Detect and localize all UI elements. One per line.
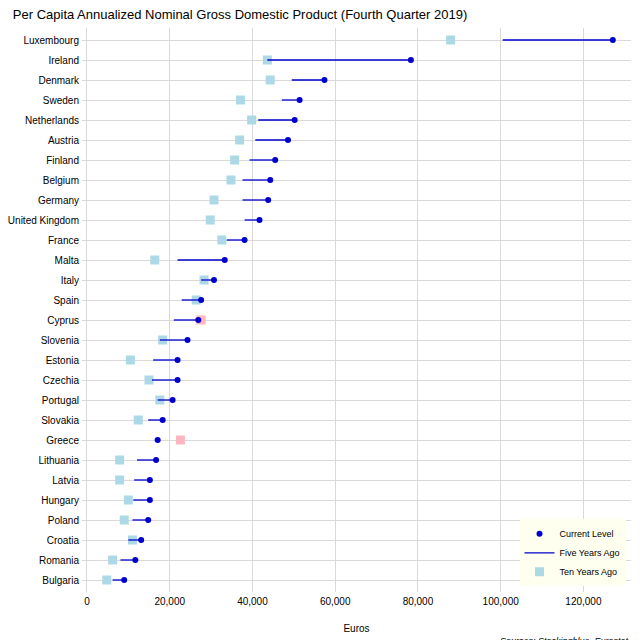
svg-text:Euros: Euros bbox=[343, 623, 369, 634]
svg-text:60,000: 60,000 bbox=[320, 596, 351, 607]
svg-text:Italy: Italy bbox=[61, 275, 79, 286]
svg-text:120,000: 120,000 bbox=[565, 596, 602, 607]
svg-text:Croatia: Croatia bbox=[47, 535, 80, 546]
svg-text:Ireland: Ireland bbox=[48, 55, 79, 66]
svg-text:Slovenia: Slovenia bbox=[41, 335, 80, 346]
svg-text:Germany: Germany bbox=[38, 195, 79, 206]
svg-text:Ten Years Ago: Ten Years Ago bbox=[560, 567, 618, 577]
svg-text:Bulgaria: Bulgaria bbox=[42, 575, 79, 586]
svg-text:Latvia: Latvia bbox=[52, 475, 79, 486]
svg-text:United Kingdom: United Kingdom bbox=[8, 215, 79, 226]
svg-text:Spain: Spain bbox=[53, 295, 79, 306]
svg-text:Estonia: Estonia bbox=[46, 355, 80, 366]
svg-text:Czechia: Czechia bbox=[43, 375, 80, 386]
svg-text:Poland: Poland bbox=[48, 515, 79, 526]
svg-text:Sources: Stockingblue, Eurosta: Sources: Stockingblue, Eurostat bbox=[500, 636, 629, 640]
svg-text:Lithuania: Lithuania bbox=[38, 455, 79, 466]
svg-text:20,000: 20,000 bbox=[154, 596, 185, 607]
svg-text:Per Capita Annualized Nominal: Per Capita Annualized Nominal Gross Dome… bbox=[13, 7, 467, 22]
svg-text:Belgium: Belgium bbox=[43, 175, 79, 186]
svg-text:Sweden: Sweden bbox=[43, 95, 79, 106]
svg-text:Finland: Finland bbox=[46, 155, 79, 166]
svg-text:Five Years Ago: Five Years Ago bbox=[560, 548, 620, 558]
svg-text:France: France bbox=[48, 235, 80, 246]
svg-text:Greece: Greece bbox=[46, 435, 79, 446]
svg-text:Current Level: Current Level bbox=[560, 529, 614, 539]
svg-text:Netherlands: Netherlands bbox=[25, 115, 79, 126]
svg-text:Hungary: Hungary bbox=[41, 495, 79, 506]
svg-text:40,000: 40,000 bbox=[237, 596, 268, 607]
svg-text:100,000: 100,000 bbox=[483, 596, 520, 607]
svg-text:0: 0 bbox=[84, 596, 90, 607]
svg-text:Portugal: Portugal bbox=[42, 395, 79, 406]
svg-text:Malta: Malta bbox=[55, 255, 80, 266]
svg-text:80,000: 80,000 bbox=[403, 596, 434, 607]
svg-text:Austria: Austria bbox=[48, 135, 80, 146]
svg-text:Luxembourg: Luxembourg bbox=[23, 35, 79, 46]
svg-text:Romania: Romania bbox=[39, 555, 79, 566]
svg-text:Cyprus: Cyprus bbox=[47, 315, 79, 326]
svg-text:Denmark: Denmark bbox=[38, 75, 80, 86]
svg-text:Slovakia: Slovakia bbox=[41, 415, 79, 426]
